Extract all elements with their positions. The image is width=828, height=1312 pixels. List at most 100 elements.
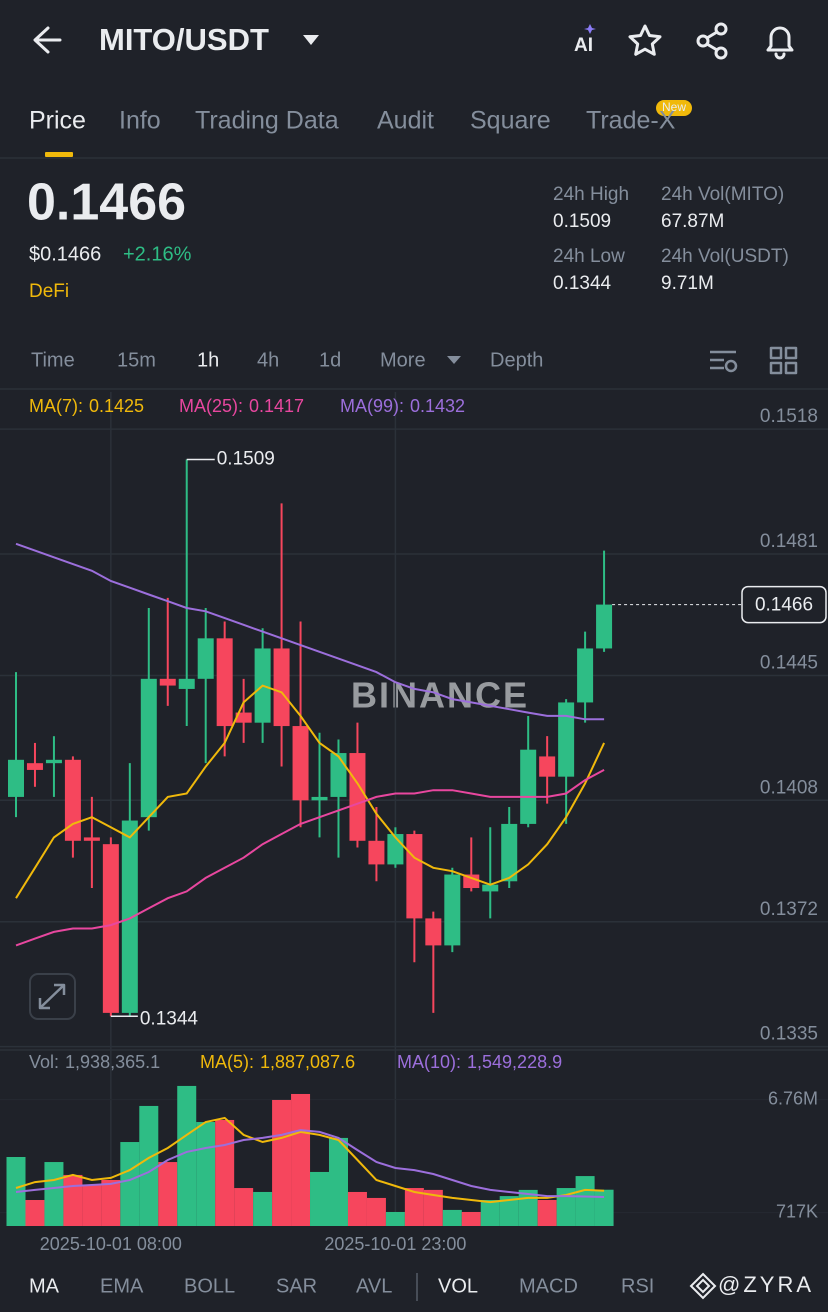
candle-body (368, 840, 385, 865)
volume-bar (234, 1188, 254, 1226)
y-tick-label: 0.1335 (760, 1024, 818, 1045)
candle-body (45, 759, 62, 764)
candle-body (425, 918, 442, 946)
volume-bar (291, 1093, 311, 1226)
stat-label: 24h Vol(USDT) (661, 246, 789, 267)
tab[interactable]: Trade-X (586, 107, 676, 135)
last-price-label: 0.1466 (755, 595, 813, 616)
indicator-tab[interactable]: RSI (621, 1275, 654, 1297)
tab[interactable]: Audit (377, 107, 434, 135)
tab[interactable]: Trading Data (195, 107, 339, 135)
volume-bar (120, 1142, 140, 1226)
vol-tick-label: 6.76M (768, 1088, 818, 1108)
candle-body (216, 638, 233, 727)
stat-label: 24h Low (553, 246, 625, 267)
candle-body (463, 874, 480, 889)
more-dropdown[interactable] (447, 356, 461, 364)
vol-ma-line (15, 1129, 605, 1198)
pair-dropdown[interactable] (303, 35, 319, 45)
indicator-tab[interactable]: AVL (356, 1275, 392, 1297)
new-badge-bg (656, 100, 692, 116)
volume-bar (101, 1179, 121, 1226)
last-price: 0.1466 (27, 174, 186, 232)
tab[interactable]: Price (29, 107, 86, 135)
layout-button[interactable] (769, 346, 798, 375)
indicator-tab[interactable]: MA (29, 1275, 60, 1297)
indicator-tab[interactable]: MACD (519, 1275, 578, 1297)
legend-name: MA(7): (29, 396, 83, 416)
stat-value: 0.1509 (553, 211, 611, 232)
legend-name: MA(99): (340, 396, 404, 416)
volume-bar (310, 1171, 330, 1226)
timeframe[interactable]: 15m (117, 349, 156, 371)
legend-value: 0.1432 (410, 396, 465, 416)
candle-body (273, 648, 290, 727)
tab[interactable]: Square (470, 107, 551, 135)
volume-bar (215, 1119, 235, 1226)
candle-body (501, 823, 518, 882)
candle-body (83, 837, 100, 841)
favorite-button[interactable] (628, 24, 662, 56)
volume-bar (177, 1085, 197, 1226)
timeframe[interactable]: Time (31, 349, 75, 371)
volume-bar (423, 1189, 443, 1226)
share-button[interactable] (696, 22, 728, 60)
indicator-tab[interactable]: EMA (100, 1275, 144, 1297)
expand-button[interactable] (29, 973, 76, 1020)
candle-body (577, 648, 594, 703)
candle-body (330, 753, 347, 797)
volume-bar (366, 1197, 386, 1226)
legend-entry: MA(99): 0.1432 (340, 396, 465, 416)
alert-button[interactable] (766, 26, 794, 60)
ai-button[interactable]: AI (574, 35, 593, 56)
volume-bar (253, 1191, 273, 1226)
stat-value: 67.87M (661, 211, 724, 232)
usd-price: $0.1466 (29, 243, 101, 265)
stat-label: 24h High (553, 184, 629, 205)
volume-bar (499, 1196, 519, 1226)
legend-name: MA(5): (200, 1052, 254, 1072)
volume-bar (44, 1162, 64, 1226)
candle-body (102, 844, 119, 1013)
legend-value: 1,887,087.6 (260, 1052, 355, 1072)
indicator-tab[interactable]: VOL (438, 1275, 478, 1297)
candle-body (349, 753, 366, 841)
candle-body (558, 702, 575, 777)
timeframe[interactable]: Depth (490, 349, 543, 371)
candle-body (444, 874, 461, 946)
legend-entry: Vol: 1,938,365.1 (29, 1052, 160, 1072)
back-button[interactable] (33, 26, 62, 54)
candle-body (539, 756, 556, 777)
y-tick-label: 0.1481 (760, 531, 818, 552)
candle-body (520, 749, 537, 824)
tab[interactable]: Info (119, 107, 161, 135)
legend-entry: MA(25): 0.1417 (179, 396, 304, 416)
sector-tag[interactable]: DeFi (29, 281, 69, 302)
ma-line (15, 684, 606, 899)
candle-body (8, 759, 24, 797)
timeframe[interactable]: 4h (257, 349, 279, 371)
timeframe[interactable]: 1d (319, 349, 341, 371)
indicator-tab[interactable]: BOLL (184, 1275, 235, 1297)
volume-bar (25, 1200, 45, 1226)
volume-bar (328, 1137, 348, 1226)
legend-entry: MA(5): 1,887,087.6 (200, 1052, 355, 1072)
chart-settings-button[interactable] (710, 350, 738, 373)
candle-body (197, 638, 214, 679)
new-badge: New (662, 100, 686, 114)
candle-body (159, 678, 176, 686)
y-tick-label: 0.1518 (760, 406, 818, 427)
stat-label: 24h Vol(MITO) (661, 184, 784, 205)
stat-value: 9.71M (661, 273, 714, 294)
high-label: 0.1509 (217, 449, 275, 470)
candle-body (178, 678, 195, 689)
legend-entry: MA(7): 0.1425 (29, 396, 144, 416)
timeframe[interactable]: 1h (197, 349, 219, 371)
vol-tick-label: 717K (776, 1201, 818, 1221)
timeframe[interactable]: More (380, 349, 426, 371)
candle-body (292, 726, 309, 801)
pair-title[interactable]: MITO/USDT (99, 22, 269, 57)
indicator-tab[interactable]: SAR (276, 1275, 317, 1297)
